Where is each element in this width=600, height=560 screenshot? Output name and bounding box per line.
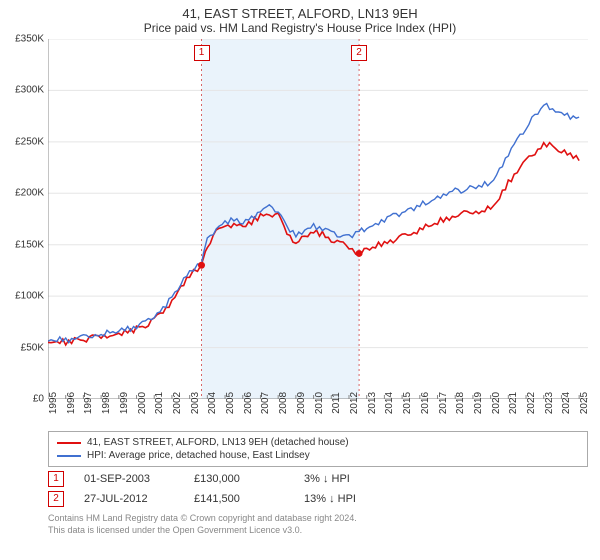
legend-row: 41, EAST STREET, ALFORD, LN13 9EH (detac…: [57, 436, 579, 449]
x-tick-label: 2015: [402, 392, 413, 414]
footer-line-2: This data is licensed under the Open Gov…: [48, 525, 588, 537]
sale-price: £141,500: [194, 493, 284, 505]
sale-price: £130,000: [194, 473, 284, 485]
y-tick-label: £100K: [15, 291, 44, 302]
sale-row-marker: 1: [48, 471, 64, 487]
x-tick-label: 2022: [526, 392, 537, 414]
x-tick-label: 1998: [101, 392, 112, 414]
y-tick-label: £200K: [15, 188, 44, 199]
sale-vs-hpi: 13% ↓ HPI: [304, 493, 394, 505]
x-tick-label: 2006: [243, 392, 254, 414]
x-tick-label: 2019: [473, 392, 484, 414]
legend-swatch: [57, 455, 81, 457]
x-tick-label: 2014: [384, 392, 395, 414]
x-tick-label: 2005: [225, 392, 236, 414]
sale-marker-box: 2: [351, 45, 367, 61]
chart-svg: [48, 39, 588, 399]
chart-title: 41, EAST STREET, ALFORD, LN13 9EH: [0, 0, 600, 21]
sale-vs-hpi: 3% ↓ HPI: [304, 473, 394, 485]
x-tick-label: 2007: [260, 392, 271, 414]
x-tick-label: 2000: [137, 392, 148, 414]
sale-row-marker: 2: [48, 491, 64, 507]
sales-table: 1 01-SEP-2003 £130,000 3% ↓ HPI 2 27-JUL-2012…: [0, 471, 600, 507]
y-tick-label: £150K: [15, 239, 44, 250]
x-tick-label: 2020: [491, 392, 502, 414]
x-tick-label: 1995: [48, 392, 59, 414]
legend: 41, EAST STREET, ALFORD, LN13 9EH (detac…: [48, 431, 588, 467]
x-tick-label: 2002: [172, 392, 183, 414]
chart-plot-area: £0£50K£100K£150K£200K£250K£300K£350K1995…: [48, 39, 588, 399]
y-tick-label: £50K: [21, 342, 44, 353]
sale-date: 01-SEP-2003: [84, 473, 174, 485]
y-tick-label: £350K: [15, 34, 44, 45]
x-tick-label: 2008: [278, 392, 289, 414]
x-tick-label: 2010: [314, 392, 325, 414]
x-tick-label: 1996: [66, 392, 77, 414]
x-tick-label: 2018: [455, 392, 466, 414]
x-tick-label: 2021: [508, 392, 519, 414]
sale-date: 27-JUL-2012: [84, 493, 174, 505]
x-tick-label: 2016: [420, 392, 431, 414]
x-tick-label: 2001: [154, 392, 165, 414]
x-tick-label: 2003: [190, 392, 201, 414]
sale-marker-dot: [198, 262, 205, 269]
sale-row: 2 27-JUL-2012 £141,500 13% ↓ HPI: [48, 491, 588, 507]
legend-label: 41, EAST STREET, ALFORD, LN13 9EH (detac…: [87, 437, 349, 448]
chart-container: 41, EAST STREET, ALFORD, LN13 9EH Price …: [0, 0, 600, 560]
y-tick-label: £250K: [15, 136, 44, 147]
x-tick-label: 2017: [438, 392, 449, 414]
x-tick-label: 2024: [561, 392, 572, 414]
x-tick-label: 2011: [331, 392, 342, 414]
sale-marker-dot: [356, 250, 363, 257]
x-tick-label: 2025: [579, 392, 590, 414]
x-tick-label: 2009: [296, 392, 307, 414]
x-tick-label: 2023: [544, 392, 555, 414]
x-tick-label: 2004: [207, 392, 218, 414]
chart-subtitle: Price paid vs. HM Land Registry's House …: [0, 21, 600, 39]
legend-row: HPI: Average price, detached house, East…: [57, 449, 579, 462]
footer-line-1: Contains HM Land Registry data © Crown c…: [48, 513, 588, 525]
y-tick-label: £300K: [15, 85, 44, 96]
sale-row: 1 01-SEP-2003 £130,000 3% ↓ HPI: [48, 471, 588, 487]
x-tick-label: 2013: [367, 392, 378, 414]
legend-label: HPI: Average price, detached house, East…: [87, 450, 310, 461]
x-tick-label: 2012: [349, 392, 360, 414]
x-tick-label: 1997: [83, 392, 94, 414]
legend-swatch: [57, 442, 81, 444]
sale-marker-box: 1: [194, 45, 210, 61]
y-tick-label: £0: [33, 394, 44, 405]
footer: Contains HM Land Registry data © Crown c…: [48, 513, 588, 536]
x-tick-label: 1999: [119, 392, 130, 414]
